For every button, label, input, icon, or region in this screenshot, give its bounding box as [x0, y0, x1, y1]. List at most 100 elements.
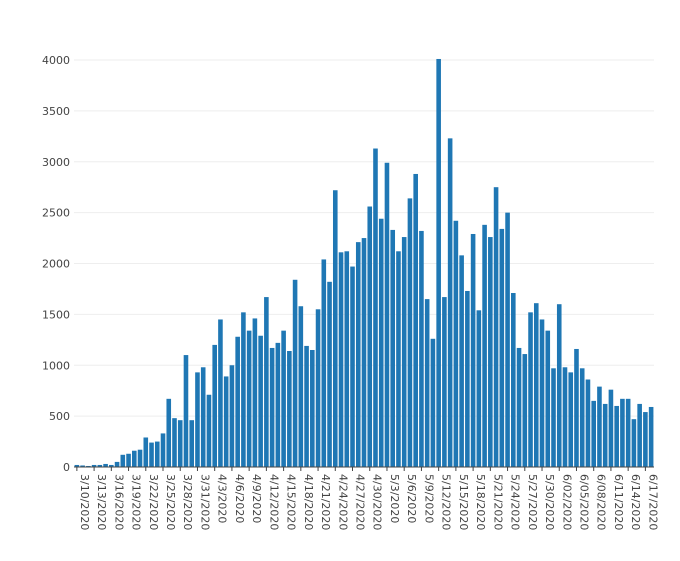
bar[interactable]	[413, 173, 418, 467]
bar[interactable]	[281, 330, 286, 467]
bar[interactable]	[505, 212, 510, 468]
bar[interactable]	[436, 58, 441, 467]
bar[interactable]	[74, 464, 80, 467]
bar[interactable]	[97, 464, 103, 467]
bar[interactable]	[631, 419, 637, 467]
bar[interactable]	[269, 347, 275, 467]
bar[interactable]	[177, 420, 183, 467]
bar[interactable]	[212, 344, 217, 467]
bar[interactable]	[522, 354, 528, 467]
bar[interactable]	[137, 449, 143, 467]
bar[interactable]	[516, 347, 522, 467]
bar[interactable]	[648, 406, 654, 467]
bar[interactable]	[591, 400, 596, 467]
bar[interactable]	[476, 310, 482, 467]
bar[interactable]	[384, 162, 390, 467]
bar[interactable]	[120, 454, 126, 467]
bar[interactable]	[459, 255, 464, 467]
bar[interactable]	[390, 229, 396, 467]
bar[interactable]	[367, 206, 373, 467]
bar[interactable]	[114, 461, 120, 467]
bar[interactable]	[453, 220, 459, 467]
bar[interactable]	[149, 442, 154, 467]
bar[interactable]	[643, 412, 648, 467]
bar[interactable]	[166, 398, 172, 467]
bar[interactable]	[160, 433, 166, 467]
bar[interactable]	[430, 338, 436, 467]
bar[interactable]	[637, 403, 642, 467]
bar[interactable]	[562, 367, 568, 467]
bar[interactable]	[321, 259, 327, 467]
bar[interactable]	[264, 297, 269, 467]
bar[interactable]	[235, 336, 240, 467]
bar[interactable]	[229, 365, 235, 467]
bar[interactable]	[574, 348, 579, 467]
bar[interactable]	[608, 389, 614, 467]
bar[interactable]	[252, 318, 258, 467]
bar[interactable]	[614, 405, 619, 467]
bar[interactable]	[350, 266, 355, 467]
bar[interactable]	[482, 224, 487, 467]
bar[interactable]	[91, 464, 97, 467]
bar[interactable]	[419, 230, 424, 467]
bar[interactable]	[620, 398, 625, 467]
bar[interactable]	[223, 376, 229, 467]
bar[interactable]	[327, 281, 332, 467]
bar[interactable]	[218, 319, 223, 467]
bar[interactable]	[602, 403, 608, 467]
bar[interactable]	[424, 299, 430, 467]
bar[interactable]	[183, 355, 189, 467]
bar[interactable]	[556, 304, 562, 467]
bar[interactable]	[298, 306, 304, 467]
bar[interactable]	[396, 251, 401, 467]
bar[interactable]	[143, 437, 149, 467]
bar[interactable]	[447, 138, 453, 467]
bar[interactable]	[275, 342, 281, 467]
bar[interactable]	[511, 293, 516, 467]
bar[interactable]	[154, 441, 160, 467]
bar[interactable]	[597, 386, 602, 467]
bar[interactable]	[488, 237, 493, 467]
bar[interactable]	[80, 465, 85, 467]
bar[interactable]	[373, 148, 378, 467]
bar[interactable]	[315, 309, 321, 467]
bar[interactable]	[493, 187, 499, 467]
bar[interactable]	[172, 418, 177, 467]
bar[interactable]	[442, 297, 447, 467]
bar[interactable]	[126, 453, 131, 467]
bar[interactable]	[86, 465, 91, 467]
bar[interactable]	[465, 290, 470, 467]
bar[interactable]	[407, 198, 413, 467]
bar[interactable]	[355, 242, 361, 467]
bar[interactable]	[195, 372, 200, 467]
bar[interactable]	[378, 218, 384, 467]
bar[interactable]	[625, 398, 631, 467]
bar[interactable]	[539, 319, 545, 467]
bar[interactable]	[568, 372, 574, 467]
bar[interactable]	[287, 351, 292, 467]
bar[interactable]	[103, 463, 108, 467]
bar[interactable]	[344, 251, 350, 467]
bar[interactable]	[338, 252, 344, 467]
bar[interactable]	[258, 335, 263, 467]
bar[interactable]	[200, 367, 206, 467]
bar[interactable]	[132, 450, 137, 467]
bar[interactable]	[551, 368, 556, 467]
bar[interactable]	[533, 303, 539, 467]
bar[interactable]	[528, 312, 533, 467]
bar[interactable]	[310, 349, 315, 467]
bar[interactable]	[292, 279, 298, 467]
bar[interactable]	[545, 330, 551, 467]
bar[interactable]	[361, 238, 367, 467]
bar[interactable]	[109, 464, 114, 467]
bar[interactable]	[241, 312, 246, 467]
bar[interactable]	[401, 237, 407, 467]
bar[interactable]	[499, 228, 505, 467]
bar[interactable]	[470, 233, 476, 467]
bar[interactable]	[304, 345, 309, 467]
bar[interactable]	[579, 368, 585, 467]
bar[interactable]	[189, 420, 195, 467]
bar[interactable]	[585, 379, 591, 468]
bar[interactable]	[246, 330, 252, 467]
bar[interactable]	[206, 394, 212, 467]
